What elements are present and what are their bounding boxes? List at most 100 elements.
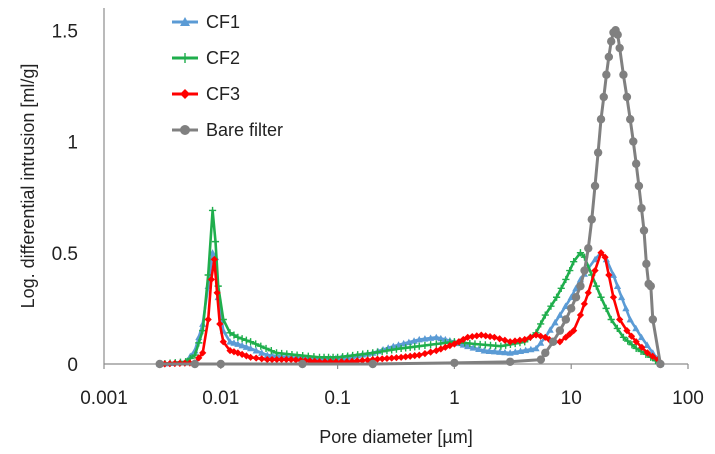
data-point: [628, 341, 636, 349]
data-point: [268, 355, 276, 364]
data-point: [567, 304, 576, 313]
data-point: [468, 332, 476, 341]
data-point: [190, 359, 200, 369]
data-point: [378, 347, 386, 355]
data-point: [392, 354, 401, 362]
data-point: [258, 349, 266, 356]
data-point: [613, 30, 622, 39]
legend-marker: [180, 53, 190, 63]
data-point: [615, 43, 624, 53]
data-point: [613, 324, 621, 332]
data-point: [637, 333, 646, 341]
data-point: [548, 337, 558, 346]
data-point: [553, 293, 561, 301]
data-point: [629, 137, 638, 146]
data-point: [592, 282, 600, 290]
data-point: [656, 359, 665, 369]
data-point: [262, 344, 270, 353]
data-point: [587, 215, 596, 224]
data-point: [642, 259, 651, 269]
data-point: [596, 115, 606, 124]
data-point: [532, 344, 540, 352]
data-point: [590, 181, 600, 191]
data-point: [576, 249, 585, 257]
data-point: [609, 271, 618, 278]
data-point: [432, 347, 440, 355]
data-point: [475, 345, 483, 353]
data-point: [646, 281, 655, 291]
data-point: [566, 330, 574, 338]
data-point: [486, 332, 494, 341]
data-point: [210, 255, 218, 264]
data-point: [473, 332, 481, 340]
legend-label: CF2: [206, 48, 240, 68]
data-point: [441, 335, 449, 343]
data-point: [242, 336, 250, 344]
legend-marker: [180, 125, 190, 135]
legend-label: CF3: [206, 84, 240, 104]
data-point: [292, 356, 300, 364]
data-point: [555, 326, 565, 335]
data-point: [570, 327, 578, 335]
data-point: [226, 338, 234, 345]
data-point: [639, 226, 649, 235]
data-point: [369, 349, 377, 357]
data-point: [242, 343, 250, 350]
data-point: [373, 355, 382, 363]
data-point: [511, 348, 519, 355]
data-point: [506, 349, 514, 356]
legend-item: CF2: [172, 48, 240, 68]
data-point: [505, 357, 515, 366]
data-point: [556, 338, 564, 346]
legend-label: CF1: [206, 12, 240, 32]
data-point: [332, 358, 340, 366]
data-point: [490, 333, 498, 341]
data-point: [258, 355, 266, 363]
data-point: [277, 355, 286, 364]
data-point: [626, 315, 634, 323]
data-point: [273, 355, 281, 364]
data-point: [485, 347, 493, 354]
data-point: [643, 341, 651, 348]
data-point: [195, 354, 203, 362]
data-point: [191, 351, 199, 359]
data-point: [437, 334, 445, 342]
data-point: [427, 348, 435, 356]
data-point: [541, 348, 550, 358]
legend-marker: [180, 17, 190, 26]
data-point: [432, 333, 440, 341]
data-point: [195, 339, 203, 347]
data-point: [427, 334, 435, 341]
data-point: [446, 342, 454, 350]
y-tick-label: 1: [67, 133, 78, 154]
data-point: [378, 355, 386, 363]
data-point: [343, 358, 351, 366]
data-point: [298, 359, 307, 369]
data-point: [373, 348, 382, 356]
data-point: [219, 338, 227, 346]
data-point: [234, 333, 242, 341]
data-point: [383, 347, 391, 355]
data-point: [619, 70, 628, 79]
data-point: [638, 343, 646, 351]
y-tick-label: 0.5: [52, 244, 78, 265]
data-point: [238, 341, 246, 349]
data-point: [506, 338, 514, 346]
data-point: [421, 335, 429, 342]
data-point: [602, 304, 610, 312]
data-point: [541, 333, 549, 341]
data-point: [623, 327, 631, 335]
data-point: [368, 359, 377, 369]
data-point: [537, 339, 545, 346]
legend-item: Bare filter: [172, 120, 283, 140]
data-point: [551, 318, 559, 326]
data-point: [415, 342, 423, 350]
data-point: [421, 341, 429, 350]
data-point: [427, 341, 435, 349]
x-tick-label: 100: [672, 388, 704, 409]
data-point: [536, 355, 546, 364]
data-point: [402, 353, 410, 361]
data-point: [604, 52, 614, 62]
data-point: [421, 350, 429, 358]
data-point: [562, 275, 570, 284]
